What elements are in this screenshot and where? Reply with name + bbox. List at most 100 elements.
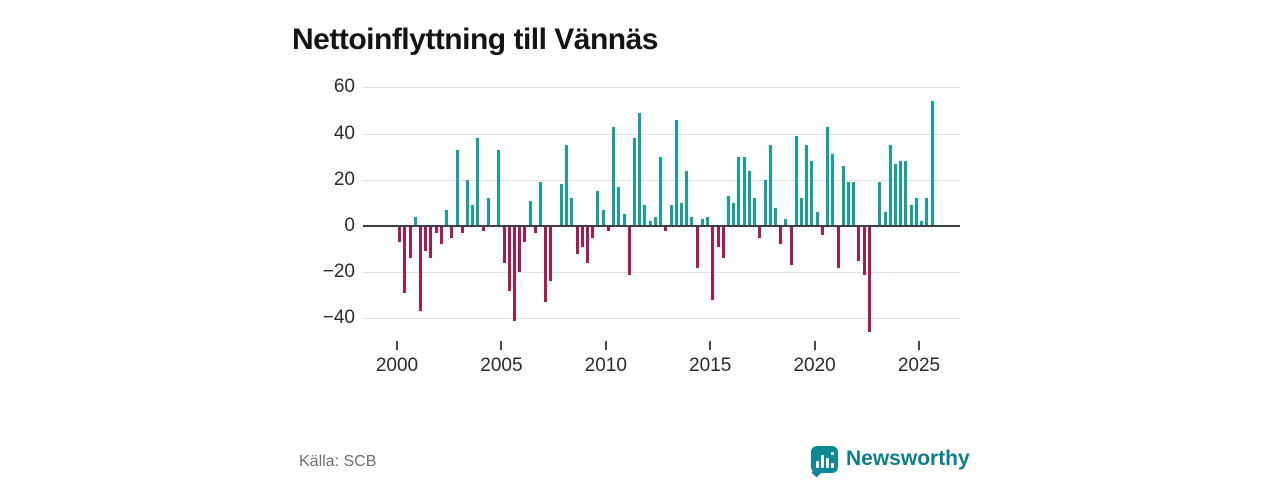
bar-2002-q1[interactable]	[439, 226, 443, 245]
bar-2004-q4[interactable]	[497, 149, 501, 226]
bar-2015-q3[interactable]	[721, 226, 725, 259]
bar-2022-q3[interactable]	[867, 226, 871, 333]
bar-2013-q1[interactable]	[669, 205, 673, 226]
bar-2023-q4[interactable]	[894, 163, 897, 226]
bar-2015-q1[interactable]	[711, 226, 715, 300]
bar-2001-q2[interactable]	[424, 226, 428, 252]
bar-2000-q3[interactable]	[408, 226, 412, 259]
bar-2018-q1[interactable]	[773, 207, 777, 226]
bar-2000-q1[interactable]	[398, 226, 402, 243]
bar-2000-q4[interactable]	[413, 216, 417, 226]
bar-2003-q4[interactable]	[476, 138, 480, 226]
bar-2007-q4[interactable]	[559, 184, 563, 226]
bar-2019-q4[interactable]	[810, 161, 814, 226]
bar-2013-q2[interactable]	[674, 119, 678, 226]
bar-2008-q4[interactable]	[580, 226, 584, 247]
bar-2008-q3[interactable]	[575, 226, 579, 254]
bar-2021-q3[interactable]	[847, 182, 851, 226]
bar-2020-q4[interactable]	[831, 154, 835, 226]
bar-2010-q3[interactable]	[617, 186, 621, 226]
bar-2024-q4[interactable]	[914, 198, 918, 226]
bar-2005-q1[interactable]	[502, 226, 506, 263]
bar-2014-q1[interactable]	[690, 216, 694, 226]
bar-2024-q3[interactable]	[909, 205, 913, 226]
bar-2016-q4[interactable]	[747, 170, 751, 226]
bar-2010-q1[interactable]	[606, 226, 610, 231]
bar-2002-q4[interactable]	[455, 149, 459, 226]
bar-2003-q1[interactable]	[460, 226, 464, 233]
bar-2002-q2[interactable]	[445, 209, 449, 226]
bar-2012-q2[interactable]	[653, 216, 657, 226]
bar-2025-q1[interactable]	[920, 221, 924, 226]
bar-2020-q3[interactable]	[826, 126, 830, 226]
bar-2018-q4[interactable]	[789, 226, 793, 266]
newsworthy-logo[interactable]: Newsworthy	[811, 445, 970, 477]
bar-2008-q1[interactable]	[565, 145, 569, 226]
bar-2012-q4[interactable]	[664, 226, 668, 231]
bar-2025-q2[interactable]	[925, 198, 929, 226]
bar-2006-q3[interactable]	[533, 226, 537, 233]
bar-2012-q1[interactable]	[648, 221, 652, 226]
bar-2010-q2[interactable]	[612, 126, 616, 226]
bar-2021-q4[interactable]	[852, 182, 856, 226]
bar-2024-q1[interactable]	[899, 161, 903, 226]
bar-2019-q2[interactable]	[800, 198, 804, 226]
bar-2001-q1[interactable]	[418, 226, 422, 312]
bar-2018-q2[interactable]	[779, 226, 783, 245]
bar-2003-q3[interactable]	[471, 205, 475, 226]
bar-2011-q2[interactable]	[633, 138, 636, 226]
bar-2014-q3[interactable]	[700, 219, 704, 226]
bar-2002-q3[interactable]	[450, 226, 454, 238]
bar-2007-q1[interactable]	[544, 226, 548, 303]
bar-2022-q1[interactable]	[857, 226, 861, 261]
bar-2023-q3[interactable]	[888, 145, 892, 226]
bar-2025-q3[interactable]	[930, 101, 934, 226]
bar-2008-q2[interactable]	[570, 198, 574, 226]
bar-2013-q4[interactable]	[685, 170, 689, 226]
bar-2022-q2[interactable]	[862, 226, 866, 275]
bar-2005-q3[interactable]	[512, 226, 516, 321]
bar-2021-q1[interactable]	[836, 226, 840, 268]
bar-2009-q3[interactable]	[596, 191, 600, 226]
bar-2016-q1[interactable]	[732, 202, 736, 226]
bar-2015-q2[interactable]	[716, 226, 720, 247]
bar-2024-q2[interactable]	[904, 161, 908, 226]
bar-2001-q4[interactable]	[434, 226, 438, 233]
bar-2009-q2[interactable]	[591, 226, 595, 238]
bar-2001-q3[interactable]	[429, 226, 433, 259]
bar-2019-q3[interactable]	[805, 145, 809, 226]
bar-2020-q1[interactable]	[815, 212, 819, 226]
bar-2005-q4[interactable]	[518, 226, 522, 273]
bar-2017-q3[interactable]	[763, 179, 767, 226]
bar-2004-q2[interactable]	[486, 198, 490, 226]
bar-2023-q2[interactable]	[883, 212, 887, 226]
bar-2007-q2[interactable]	[549, 226, 553, 282]
bar-2021-q2[interactable]	[841, 165, 845, 226]
bar-2017-q4[interactable]	[768, 145, 772, 226]
bar-2012-q3[interactable]	[659, 156, 663, 226]
bar-2013-q3[interactable]	[679, 202, 683, 226]
bar-2010-q4[interactable]	[622, 214, 626, 226]
bar-2006-q1[interactable]	[523, 226, 527, 243]
bar-2000-q2[interactable]	[403, 226, 407, 293]
bar-2005-q2[interactable]	[507, 226, 511, 291]
bar-2016-q3[interactable]	[742, 156, 746, 226]
bar-2009-q1[interactable]	[586, 226, 590, 263]
bar-2011-q1[interactable]	[627, 226, 631, 275]
bar-2019-q1[interactable]	[794, 135, 798, 226]
bar-2015-q4[interactable]	[726, 195, 730, 226]
bar-2017-q2[interactable]	[758, 226, 762, 238]
bar-2018-q3[interactable]	[784, 219, 788, 226]
bar-2023-q1[interactable]	[878, 182, 882, 226]
bar-2020-q2[interactable]	[820, 226, 824, 236]
bar-2009-q4[interactable]	[601, 209, 605, 226]
bar-2004-q1[interactable]	[481, 226, 485, 231]
bar-2006-q4[interactable]	[539, 182, 543, 226]
bar-2014-q4[interactable]	[706, 216, 710, 226]
bar-2011-q3[interactable]	[638, 112, 642, 226]
bar-2016-q2[interactable]	[737, 156, 741, 226]
bar-2003-q2[interactable]	[465, 179, 469, 226]
bar-2006-q2[interactable]	[528, 200, 532, 226]
bar-2011-q4[interactable]	[643, 205, 647, 226]
bar-2017-q1[interactable]	[753, 198, 757, 226]
